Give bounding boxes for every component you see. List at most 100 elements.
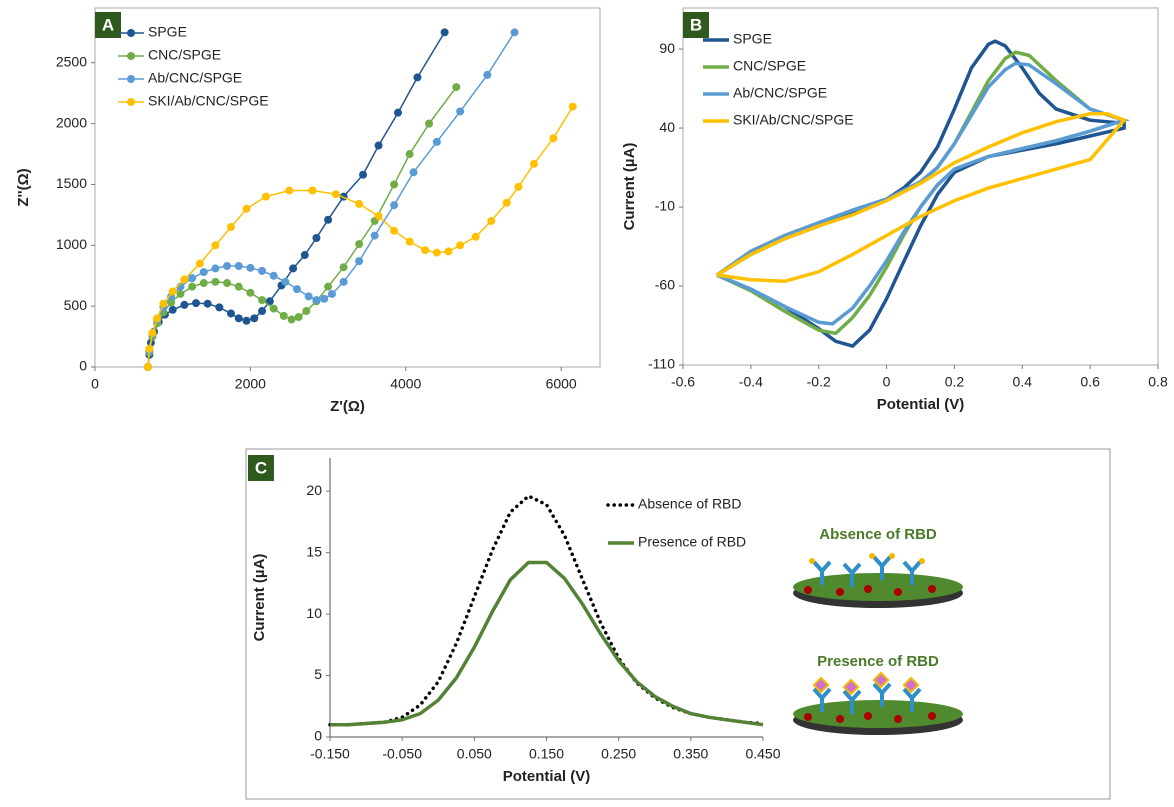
data-point <box>510 28 519 37</box>
y-tick-label: 1500 <box>56 175 87 191</box>
legend-label: CNC/SPGE <box>148 47 221 63</box>
data-point <box>246 263 255 272</box>
data-point <box>226 309 235 318</box>
data-point <box>258 266 267 275</box>
y-tick-label: 90 <box>659 40 675 56</box>
data-point <box>234 282 243 291</box>
plot-frame <box>682 7 1159 366</box>
y-tick-label: -10 <box>655 198 675 214</box>
data-point <box>324 282 333 291</box>
data-point <box>176 289 185 298</box>
data-point <box>148 328 157 337</box>
y-tick-label: 10 <box>306 605 322 621</box>
data-point <box>192 299 200 308</box>
y-tick-label: 500 <box>64 297 88 313</box>
data-point <box>226 223 235 232</box>
data-point <box>180 275 189 284</box>
series-line <box>715 39 1126 348</box>
y-axis-title: Z''(Ω) <box>15 168 32 206</box>
x-axis-title: Z'(Ω) <box>330 398 365 415</box>
data-point <box>432 137 441 146</box>
annotation: Presence of RBD <box>817 653 939 670</box>
data-point <box>405 150 414 159</box>
data-point <box>394 108 402 117</box>
series-line <box>715 61 1130 326</box>
data-point <box>339 277 348 286</box>
data-point <box>324 215 333 224</box>
data-point <box>339 263 348 272</box>
series-line <box>330 560 764 727</box>
data-point <box>308 186 317 195</box>
data-point <box>234 314 243 323</box>
data-point <box>153 314 162 323</box>
data-point <box>355 199 364 208</box>
y-tick-label: 1000 <box>56 236 87 252</box>
panel-c-frame <box>245 448 1111 800</box>
y-tick-label: 2000 <box>56 114 87 130</box>
data-point <box>487 216 496 225</box>
legend-marker <box>127 75 135 83</box>
legend-label: SPGE <box>148 24 187 40</box>
legend-label: SKI/Ab/CNC/SPGE <box>733 112 854 128</box>
panel-label-box <box>95 12 121 38</box>
x-tick-label: 0.2 <box>945 374 965 390</box>
legend-label: Absence of RBD <box>638 496 742 512</box>
data-point <box>246 288 255 297</box>
data-point <box>211 241 220 250</box>
data-point <box>293 285 301 294</box>
y-tick-label: 20 <box>306 482 322 498</box>
data-point <box>188 274 197 283</box>
data-point <box>234 261 243 270</box>
x-tick-label: -0.150 <box>310 746 350 762</box>
x-tick-label: 0.050 <box>457 746 492 762</box>
x-axis-title: Potential (V) <box>503 768 591 785</box>
y-tick-label: 15 <box>306 543 322 559</box>
legend-label: SKI/Ab/CNC/SPGE <box>148 93 269 109</box>
x-tick-label: 0.8 <box>1148 374 1168 390</box>
data-point <box>143 363 152 371</box>
panel-label-box <box>248 455 274 481</box>
x-tick-label: 0.6 <box>1080 374 1100 390</box>
data-point <box>211 277 220 286</box>
data-point <box>327 289 336 298</box>
data-point <box>421 246 430 255</box>
data-point <box>285 186 294 195</box>
data-point <box>390 226 399 235</box>
data-point <box>444 247 453 256</box>
data-point <box>355 257 364 266</box>
legend-label: Presence of RBD <box>638 534 746 550</box>
legend-marker <box>127 98 135 106</box>
y-tick-label: 5 <box>314 666 322 682</box>
data-point <box>215 303 224 312</box>
data-point <box>549 134 558 143</box>
data-point <box>390 180 399 189</box>
data-point <box>242 204 251 213</box>
panel-label: A <box>102 15 114 34</box>
data-point <box>223 261 232 270</box>
y-tick-label: 0 <box>314 728 322 744</box>
y-tick-label: 0 <box>79 358 87 374</box>
data-point <box>289 264 298 273</box>
data-point <box>294 313 303 322</box>
data-point <box>359 170 368 179</box>
illustration-presence <box>793 671 963 735</box>
data-point <box>370 231 379 240</box>
legend-marker <box>127 29 135 37</box>
data-point <box>269 271 278 280</box>
legend-label: Ab/CNC/SPGE <box>733 85 827 101</box>
legend-label: CNC/SPGE <box>733 58 806 74</box>
x-tick-label: 0.250 <box>601 746 636 762</box>
data-point <box>471 232 480 241</box>
data-point <box>223 279 232 288</box>
data-point <box>145 344 154 353</box>
y-axis-title: Current (µA) <box>251 554 268 642</box>
x-tick-label: 2000 <box>235 376 266 392</box>
data-point <box>320 294 329 303</box>
series-line <box>147 31 446 368</box>
x-axis-title: Potential (V) <box>877 396 965 413</box>
data-point <box>440 28 449 37</box>
y-tick-label: -110 <box>648 356 675 372</box>
annotation: Absence of RBD <box>819 526 937 543</box>
data-point <box>269 304 278 313</box>
